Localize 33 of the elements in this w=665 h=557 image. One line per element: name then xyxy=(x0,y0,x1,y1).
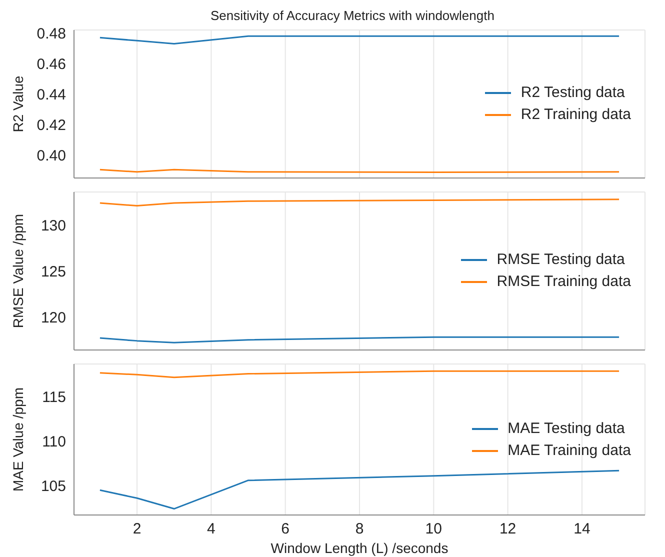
y-tick-label: 130 xyxy=(40,217,66,234)
y-tick-label: 110 xyxy=(42,434,66,451)
y-tick-label: 0.48 xyxy=(36,25,66,42)
y-axis-title: RMSE Value /ppm xyxy=(10,214,26,328)
legend-label: R2 Training data xyxy=(520,105,631,125)
y-tick-label: 115 xyxy=(42,389,66,406)
legend-label: MAE Training data xyxy=(508,440,631,460)
x-tick-label: 6 xyxy=(281,520,290,538)
x-tick-label: 12 xyxy=(499,520,516,538)
y-tick-label: 125 xyxy=(40,263,66,280)
line-series xyxy=(99,370,620,378)
x-tick-label: 4 xyxy=(207,520,216,538)
x-tick-label: 10 xyxy=(425,520,442,538)
y-tick-label: 105 xyxy=(40,478,66,496)
chart-title: Sensitivity of Accuracy Metrics with windowlength xyxy=(210,8,496,25)
y-tick-label: 0.40 xyxy=(36,147,66,164)
y-tick-label: 0.44 xyxy=(36,86,66,104)
y-tick-label: 120 xyxy=(40,309,66,326)
x-tick-label: 8 xyxy=(355,520,364,538)
legend-label: RMSE Training data xyxy=(496,272,631,292)
line-series xyxy=(99,35,620,44)
y-axis-title: R2 Value xyxy=(10,76,26,132)
y-tick-label: 0.42 xyxy=(36,116,66,134)
x-tick-label: 14 xyxy=(574,520,590,538)
y-tick-label: 0.46 xyxy=(36,56,66,73)
line-series xyxy=(99,470,620,510)
y-axis-title: MAE Value /ppm xyxy=(10,387,26,492)
line-series xyxy=(99,198,620,207)
x-tick-label: 2 xyxy=(132,520,142,538)
x-axis-title: Window Length (L) /seconds xyxy=(270,540,448,556)
legend-label: R2 Testing data xyxy=(520,83,625,103)
legend-label: RMSE Testing data xyxy=(496,250,625,270)
legend-label: MAE Testing data xyxy=(508,418,625,438)
